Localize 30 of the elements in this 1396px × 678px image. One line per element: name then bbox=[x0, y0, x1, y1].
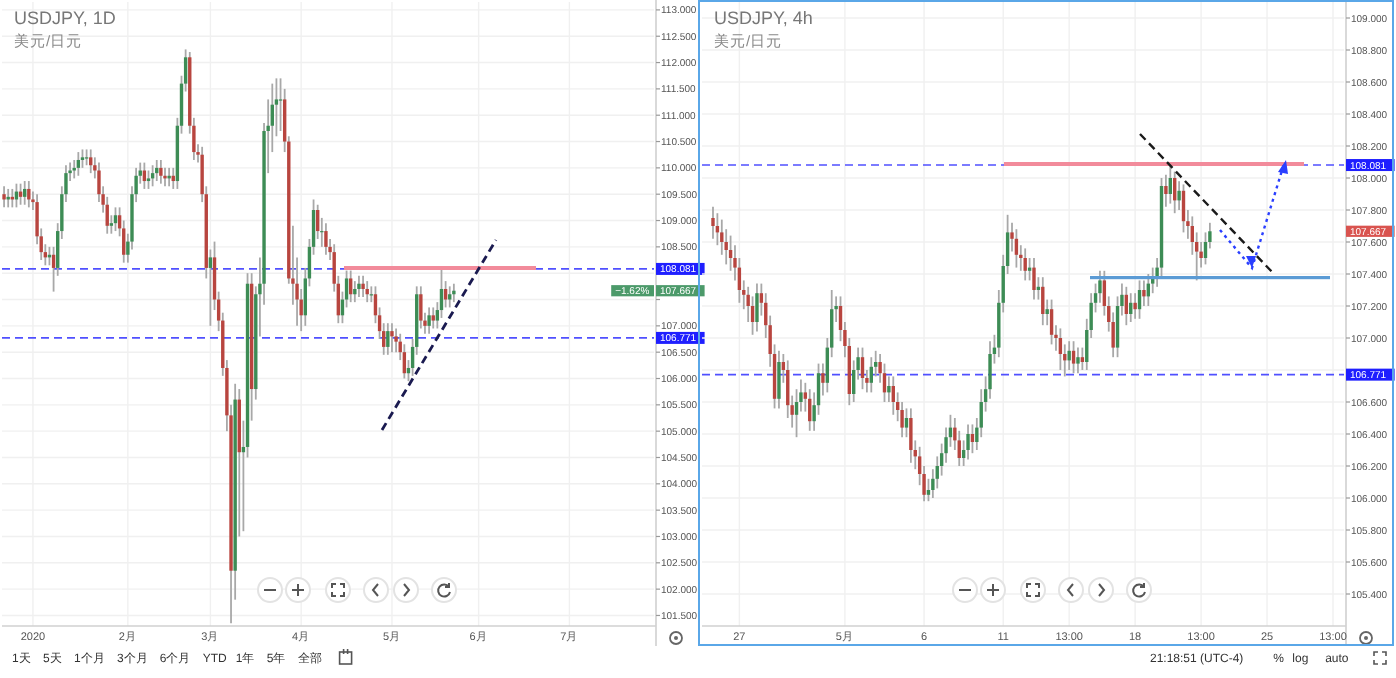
candlestick bbox=[27, 180, 31, 209]
candlestick bbox=[146, 169, 151, 190]
candlestick bbox=[431, 306, 435, 330]
candlestick bbox=[394, 327, 398, 354]
candlestick bbox=[452, 282, 456, 304]
candlestick bbox=[2, 185, 6, 209]
candlestick bbox=[1023, 247, 1027, 282]
candlestick bbox=[755, 282, 759, 333]
candlestick bbox=[777, 349, 781, 410]
candlestick bbox=[72, 159, 76, 180]
candlestick bbox=[448, 285, 452, 309]
chart-title: USDJPY, 4h bbox=[714, 8, 813, 28]
candlestick bbox=[361, 274, 365, 298]
candlestick bbox=[390, 322, 394, 354]
candlestick bbox=[324, 222, 328, 256]
chart-title: USDJPY, 1D bbox=[14, 8, 117, 28]
candlestick bbox=[427, 306, 431, 335]
candlestick bbox=[159, 159, 163, 185]
candlestick bbox=[966, 423, 970, 461]
candlestick bbox=[1076, 346, 1080, 375]
candlestick bbox=[909, 407, 913, 464]
candlestick bbox=[1049, 298, 1054, 346]
candlestick bbox=[724, 228, 728, 266]
candlestick bbox=[80, 148, 85, 169]
candlestick bbox=[386, 322, 390, 356]
candlestick bbox=[720, 218, 724, 256]
candlestick bbox=[1032, 257, 1036, 301]
candlestick bbox=[711, 205, 715, 240]
candlestick bbox=[357, 274, 361, 298]
candlestick bbox=[1067, 340, 1071, 371]
